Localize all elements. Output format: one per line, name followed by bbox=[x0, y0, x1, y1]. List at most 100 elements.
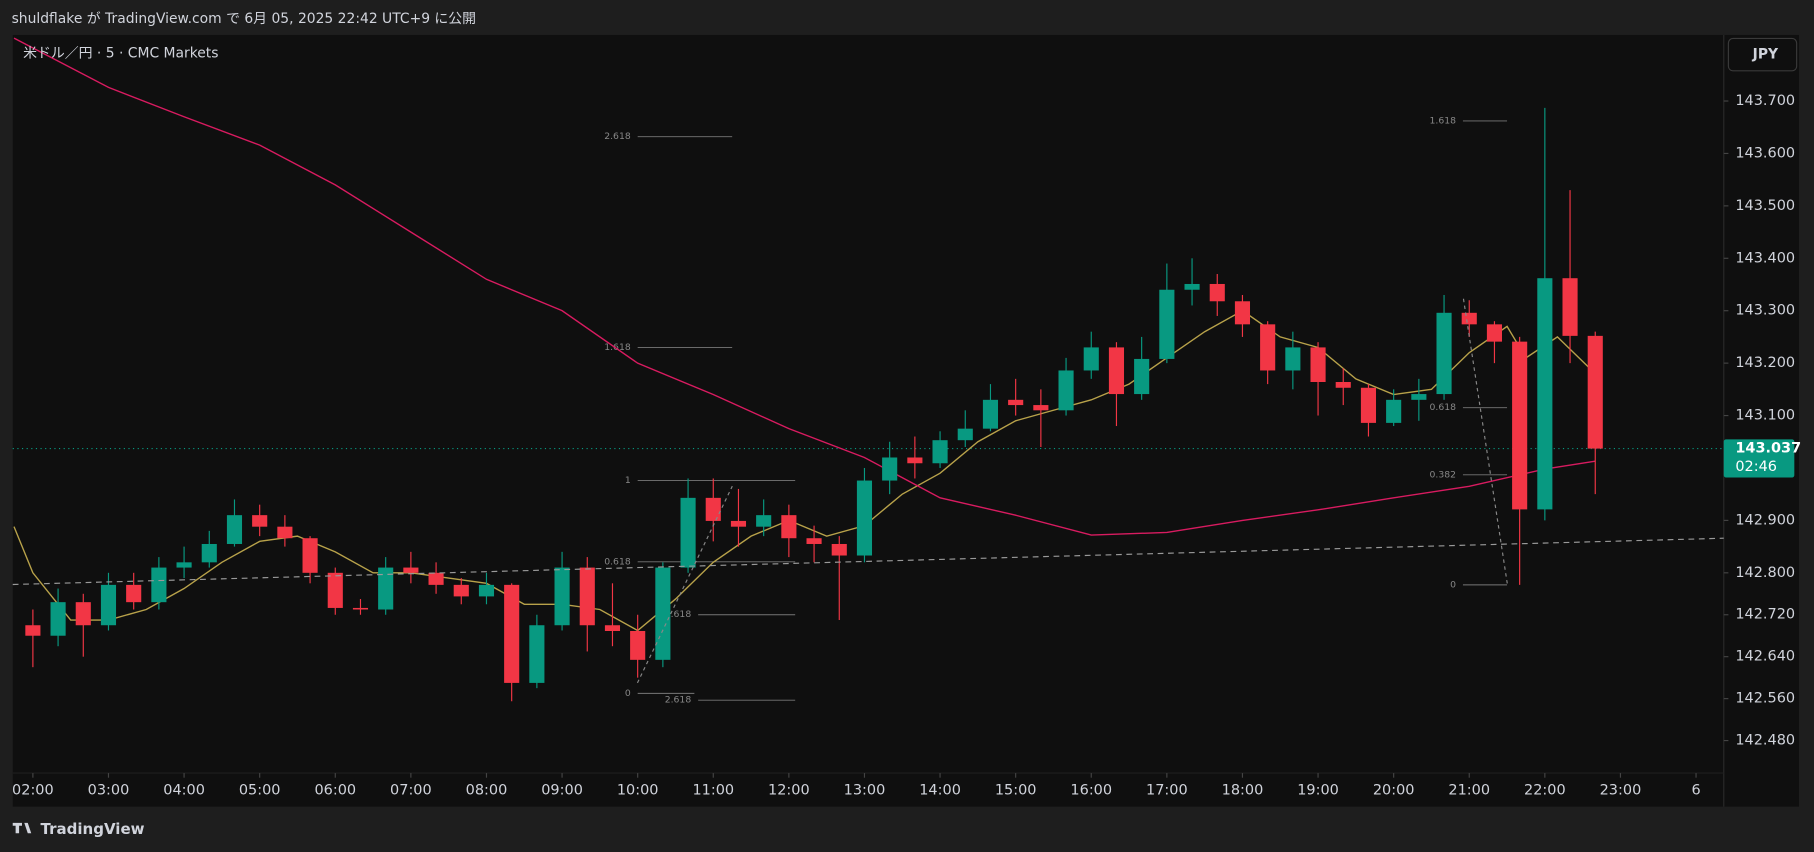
candle-body bbox=[428, 572, 444, 585]
candle-body bbox=[352, 607, 369, 610]
y-tick-label: 143.500 bbox=[1735, 198, 1795, 214]
candle-body bbox=[806, 538, 822, 544]
fib-label: 0 bbox=[1450, 579, 1456, 590]
candle-body bbox=[1083, 347, 1099, 371]
x-tick-label: 23:00 bbox=[1600, 782, 1642, 798]
fib-label: 1.618 bbox=[1430, 115, 1457, 126]
moving-average bbox=[13, 37, 1596, 536]
x-tick-label: 16:00 bbox=[1070, 782, 1112, 798]
candle-body bbox=[25, 625, 41, 636]
last-price-badge bbox=[1723, 439, 1795, 478]
candle-body bbox=[1360, 387, 1377, 423]
x-tick-label: 05:00 bbox=[239, 782, 281, 798]
candle-body bbox=[504, 584, 520, 683]
x-tick-label: 03:00 bbox=[88, 782, 130, 798]
candle-body bbox=[327, 572, 343, 608]
footer-brand: TradingView bbox=[40, 820, 144, 838]
candle-body bbox=[529, 625, 545, 683]
header-text: shuldflake が TradingView.com で 6月 05, 20… bbox=[12, 11, 477, 27]
fib-connector bbox=[636, 485, 733, 684]
candle-body bbox=[655, 567, 671, 660]
x-tick-label: 20:00 bbox=[1373, 782, 1415, 798]
candle-body bbox=[1058, 370, 1074, 411]
candle-body bbox=[50, 602, 66, 636]
candle-body bbox=[226, 515, 243, 544]
candle-body bbox=[1234, 301, 1251, 325]
candle-body bbox=[277, 526, 293, 539]
candle-body bbox=[478, 584, 495, 597]
candle-body bbox=[882, 457, 898, 481]
x-tick-label: 10:00 bbox=[617, 782, 659, 798]
y-tick-label: 142.800 bbox=[1735, 565, 1795, 581]
chart-pane bbox=[12, 34, 1799, 807]
y-tick-label: 143.100 bbox=[1735, 408, 1795, 424]
x-tick-label: 17:00 bbox=[1146, 782, 1188, 798]
candle-body bbox=[1512, 341, 1528, 510]
candle-body bbox=[1134, 358, 1150, 395]
currency-button[interactable] bbox=[1727, 37, 1798, 72]
candle-body bbox=[252, 515, 268, 527]
candle-body bbox=[554, 567, 570, 626]
candle-body bbox=[151, 567, 167, 603]
candle-body bbox=[126, 584, 142, 603]
last-price-label: 143.037 bbox=[1735, 441, 1801, 457]
candle-body bbox=[1285, 347, 1301, 371]
fib-label: 0.618 bbox=[604, 556, 631, 567]
candle-body bbox=[579, 567, 595, 626]
x-tick-label: 6 bbox=[1691, 782, 1700, 798]
y-tick-label: 142.900 bbox=[1735, 512, 1795, 528]
x-tick-label: 13:00 bbox=[844, 782, 886, 798]
candle-body bbox=[1537, 278, 1553, 510]
x-tick-label: 02:00 bbox=[12, 782, 54, 798]
y-tick-label: 142.720 bbox=[1735, 607, 1795, 623]
fib-label: 1 bbox=[625, 475, 631, 486]
x-tick-label: 14:00 bbox=[919, 782, 961, 798]
y-tick-label: 143.700 bbox=[1735, 93, 1795, 109]
candle-body bbox=[1562, 278, 1578, 336]
candle-body bbox=[176, 562, 192, 568]
candle-body bbox=[1436, 312, 1452, 395]
candle-body bbox=[1008, 399, 1024, 406]
fib-label: 2.618 bbox=[604, 131, 631, 142]
x-tick-label: 07:00 bbox=[390, 782, 432, 798]
symbol-label: 米ドル／円 · 5 · CMC Markets bbox=[23, 45, 218, 61]
candle-body bbox=[604, 625, 621, 632]
candle-body bbox=[705, 497, 721, 521]
fib-label: 0 bbox=[625, 688, 631, 699]
candle-body bbox=[1461, 312, 1477, 325]
candle-body bbox=[403, 567, 419, 573]
candle-body bbox=[781, 515, 797, 539]
candle-body bbox=[982, 399, 999, 429]
candle-body bbox=[932, 440, 948, 464]
y-tick-label: 143.200 bbox=[1735, 355, 1795, 371]
currency-label[interactable]: JPY bbox=[1752, 47, 1779, 63]
y-tick-label: 143.400 bbox=[1735, 250, 1795, 266]
candle-body bbox=[378, 567, 394, 610]
candle-body bbox=[856, 480, 873, 556]
candle-body bbox=[1310, 347, 1326, 383]
candle-body bbox=[1335, 382, 1351, 388]
fib-label: 0.618 bbox=[1430, 402, 1457, 413]
candle-body bbox=[1033, 405, 1049, 411]
y-tick-label: 142.640 bbox=[1735, 649, 1795, 665]
x-tick-label: 11:00 bbox=[692, 782, 734, 798]
moving-average bbox=[13, 309, 1596, 632]
plot: 143.700 143.600 143.500 143.400 143.300 143.2… bbox=[12, 37, 1795, 798]
fib-label: 2.618 bbox=[665, 695, 692, 706]
candle-body bbox=[756, 515, 772, 527]
x-tick-label: 18:00 bbox=[1222, 782, 1264, 798]
x-tick-label: 12:00 bbox=[768, 782, 810, 798]
y-tick-label: 142.560 bbox=[1735, 691, 1795, 707]
candle-body bbox=[453, 584, 469, 597]
candle-body bbox=[831, 543, 847, 556]
candle-body bbox=[1159, 289, 1175, 359]
x-tick-label: 19:00 bbox=[1297, 782, 1339, 798]
candle-body bbox=[1587, 335, 1603, 449]
candle-body bbox=[302, 538, 318, 573]
candle-body bbox=[957, 428, 973, 441]
candle-body bbox=[100, 584, 117, 626]
countdown-label: 02:46 bbox=[1735, 459, 1777, 475]
